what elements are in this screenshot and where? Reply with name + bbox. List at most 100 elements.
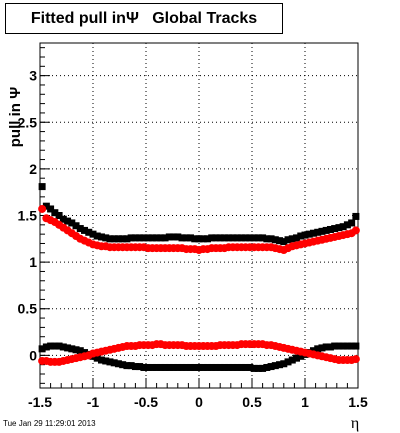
data-point-s0: [102, 234, 110, 242]
data-point-s0: [119, 235, 127, 243]
data-point-s3: [351, 355, 360, 364]
data-point-s2: [220, 363, 228, 371]
y-tick-label: 1: [29, 254, 37, 270]
data-point-s2: [259, 364, 267, 372]
data-point-s2: [144, 363, 152, 371]
data-point-s0: [97, 233, 105, 241]
data-point-s0: [280, 238, 288, 246]
x-tick-label: 0: [195, 394, 203, 410]
data-point-s0: [64, 217, 72, 225]
data-point-s0: [51, 209, 59, 217]
data-point-s0: [191, 235, 199, 243]
data-point-s0: [233, 234, 241, 242]
data-point-s0: [309, 229, 317, 237]
data-point-s2: [233, 363, 241, 371]
data-point-s2: [237, 363, 245, 371]
data-point-s2: [38, 345, 46, 353]
data-point-s2: [199, 363, 207, 371]
grid: [39, 43, 359, 388]
data-point-s0: [161, 234, 169, 242]
data-point-s0: [157, 234, 165, 242]
data-point-s0: [242, 234, 250, 242]
data-point-s2: [72, 346, 80, 354]
data-point-s0: [68, 219, 76, 227]
data-point-s0: [331, 225, 339, 233]
data-point-s2: [157, 363, 165, 371]
data-point-s2: [153, 363, 161, 371]
data-point-s0: [297, 232, 305, 240]
data-point-s2: [250, 364, 258, 372]
data-point-s2: [246, 363, 254, 371]
data-point-s0: [301, 231, 309, 239]
data-point-s2: [326, 343, 334, 351]
data-point-s0: [106, 235, 114, 243]
y-tick-label: 0.5: [18, 301, 38, 317]
data-point-s0: [148, 234, 156, 242]
y-tick-label: 0: [29, 347, 37, 363]
data-point-s0: [263, 235, 271, 243]
data-point-s0: [259, 234, 267, 242]
y-tick-label: 2: [29, 161, 37, 177]
data-point-s0: [187, 234, 195, 242]
data-point-s0: [322, 226, 330, 234]
data-point-s0: [271, 236, 279, 244]
data-point-s0: [225, 234, 233, 242]
data-point-s2: [242, 363, 250, 371]
data-point-s2: [76, 347, 84, 355]
data-point-s2: [42, 343, 50, 351]
data-point-s0: [212, 234, 220, 242]
data-point-s2: [47, 342, 55, 350]
data-point-s1: [351, 226, 360, 235]
data-point-s0: [352, 212, 360, 220]
x-tick-label: 0.5: [242, 394, 262, 410]
y-tick-label: 3: [29, 68, 37, 84]
data-point-s0: [153, 234, 161, 242]
data-point-s2: [170, 363, 178, 371]
data-point-s1: [38, 204, 47, 213]
data-point-s0: [318, 227, 326, 235]
data-point-s0: [284, 236, 292, 244]
data-point-s0: [93, 232, 101, 240]
data-point-s0: [293, 234, 301, 242]
data-point-s0: [55, 212, 63, 219]
y-axis-label: pull in Ψ: [7, 87, 24, 147]
data-point-s2: [267, 363, 275, 371]
x-tick-label: 1: [301, 394, 309, 410]
x-axis-label: η: [351, 415, 359, 432]
data-points: [38, 183, 360, 372]
data-point-s0: [246, 234, 254, 242]
data-point-s2: [331, 342, 339, 350]
data-point-s0: [38, 183, 46, 191]
data-point-s0: [254, 234, 262, 242]
data-point-s2: [216, 363, 224, 371]
data-point-s0: [276, 237, 284, 245]
data-point-s2: [187, 363, 195, 371]
data-point-s0: [127, 234, 135, 242]
data-point-s0: [85, 228, 93, 236]
data-point-s0: [131, 234, 139, 242]
data-point-s2: [254, 364, 262, 372]
data-point-s0: [314, 228, 322, 236]
data-point-s0: [123, 235, 131, 243]
data-point-s0: [81, 226, 89, 234]
data-point-s2: [123, 362, 131, 370]
data-point-s2: [314, 345, 322, 353]
data-point-s0: [76, 225, 84, 233]
data-point-s2: [64, 344, 72, 352]
data-point-s0: [348, 219, 356, 227]
data-point-s2: [271, 362, 279, 370]
data-point-s0: [208, 234, 216, 242]
data-point-s0: [305, 230, 313, 238]
data-point-s2: [55, 342, 63, 350]
data-point-s0: [165, 233, 173, 241]
data-point-s2: [348, 342, 356, 350]
data-point-s0: [237, 234, 245, 242]
data-point-s2: [339, 342, 347, 350]
x-tick-label: -1.5: [28, 394, 52, 410]
data-point-s2: [51, 342, 59, 350]
y-tick-label: 1.5: [18, 208, 38, 224]
y-tick-label: 2.5: [18, 114, 38, 130]
data-point-s0: [47, 205, 55, 213]
data-point-s2: [284, 358, 292, 366]
